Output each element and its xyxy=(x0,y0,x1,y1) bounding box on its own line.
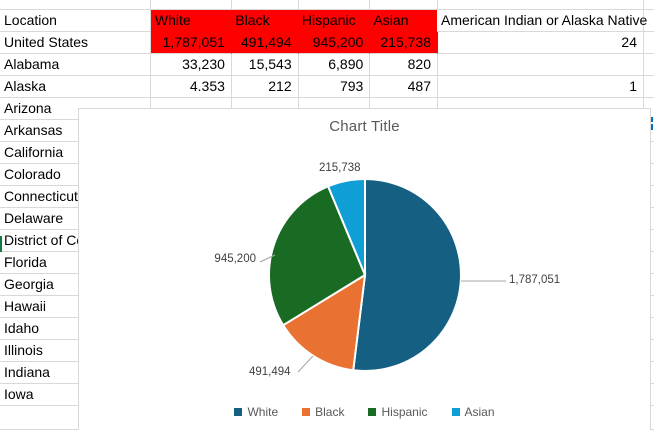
value-cell[interactable] xyxy=(438,54,644,76)
value-cell[interactable]: 487 xyxy=(370,76,438,98)
value-cell[interactable]: 4.353 xyxy=(151,76,232,98)
chart-title[interactable]: Chart Title xyxy=(329,118,400,135)
empty-cell[interactable] xyxy=(438,0,644,10)
empty-cell[interactable] xyxy=(370,0,438,10)
header-cell-asian[interactable]: Asian xyxy=(369,10,438,32)
value-cell[interactable]: 491,494 xyxy=(231,32,299,54)
row-label-cell[interactable]: Alaska xyxy=(0,76,152,98)
table-row: Alabama 33,230 15,543 6,890 820 xyxy=(0,54,654,76)
clipped-cell-digit xyxy=(650,117,653,122)
leader-line-black xyxy=(297,355,314,373)
value-cell[interactable]: 793 xyxy=(298,76,371,98)
selection-edge-mark xyxy=(0,236,2,252)
row-label-cell[interactable]: United States xyxy=(0,32,152,54)
value-cell[interactable]: 212 xyxy=(231,76,299,98)
value-cell[interactable]: 215,738 xyxy=(370,32,438,54)
value-cell[interactable]: 820 xyxy=(370,54,438,76)
value-cell[interactable] xyxy=(643,32,654,54)
legend-item-hispanic[interactable]: Hispanic xyxy=(368,405,428,419)
clipped-cell-digit xyxy=(650,124,653,130)
empty-cell[interactable] xyxy=(298,0,371,10)
pie-chart[interactable] xyxy=(79,109,650,430)
table-row: Alaska 4.353 212 793 487 1 xyxy=(0,76,654,98)
value-cell[interactable] xyxy=(643,54,654,76)
legend-label: Black xyxy=(315,405,345,419)
value-cell[interactable]: 15,543 xyxy=(231,54,299,76)
legend-swatch-icon xyxy=(302,408,311,416)
pie-slice-asian[interactable] xyxy=(326,177,366,276)
legend-swatch-icon xyxy=(368,408,377,416)
pie-slice-black[interactable] xyxy=(281,273,367,372)
header-cell-white[interactable]: White xyxy=(150,10,232,32)
empty-cell[interactable] xyxy=(0,0,152,10)
header-cell-hispanic[interactable]: Hispanic xyxy=(297,10,370,32)
value-cell[interactable] xyxy=(643,76,654,98)
legend-item-asian[interactable]: Asian xyxy=(451,405,495,419)
empty-cell[interactable] xyxy=(643,0,654,10)
header-cell-location[interactable]: Location xyxy=(0,10,151,32)
leader-line-hispanic xyxy=(259,254,276,263)
table-row xyxy=(0,0,654,10)
legend-item-black[interactable]: Black xyxy=(302,405,344,419)
legend-label: White xyxy=(247,405,279,419)
table-row: United States 1,787,051 491,494 945,200 215,… xyxy=(0,32,654,54)
header-cell-black[interactable]: Black xyxy=(231,10,298,32)
legend-swatch-icon xyxy=(234,408,243,416)
chart-panel[interactable]: Chart Title 1,787,051 491,494 945,200 21… xyxy=(78,108,651,430)
pie-slice-white[interactable] xyxy=(352,177,462,372)
row-label-cell[interactable]: Alabama xyxy=(0,54,152,76)
data-label-black[interactable]: 491,494 xyxy=(249,366,291,378)
legend-item-white[interactable]: White xyxy=(234,405,278,419)
value-cell[interactable]: 1 xyxy=(438,76,644,98)
data-label-white[interactable]: 1,787,051 xyxy=(509,274,561,286)
value-cell[interactable]: 1,787,051 xyxy=(151,32,232,54)
value-cell[interactable]: 24 xyxy=(438,32,644,54)
pie-slice-hispanic[interactable] xyxy=(268,185,367,327)
chart-legend: White Black Hispanic Asian xyxy=(79,405,650,419)
data-label-hispanic[interactable]: 945,200 xyxy=(214,253,256,265)
value-cell[interactable]: 6,890 xyxy=(298,54,371,76)
empty-cell[interactable] xyxy=(231,0,299,10)
empty-cell[interactable] xyxy=(151,0,232,10)
header-cell-empty[interactable] xyxy=(644,10,654,32)
legend-label: Hispanic xyxy=(381,405,428,419)
table-row: Location White Black Hispanic Asian American … xyxy=(0,10,654,32)
data-label-asian[interactable]: 215,738 xyxy=(319,162,361,174)
legend-label: Asian xyxy=(464,405,495,419)
header-cell-american-indian-or-alaska-native[interactable]: American Indian or Alaska Native xyxy=(437,10,647,32)
legend-swatch-icon xyxy=(451,408,460,416)
value-cell[interactable]: 945,200 xyxy=(298,32,371,54)
value-cell[interactable]: 33,230 xyxy=(151,54,232,76)
